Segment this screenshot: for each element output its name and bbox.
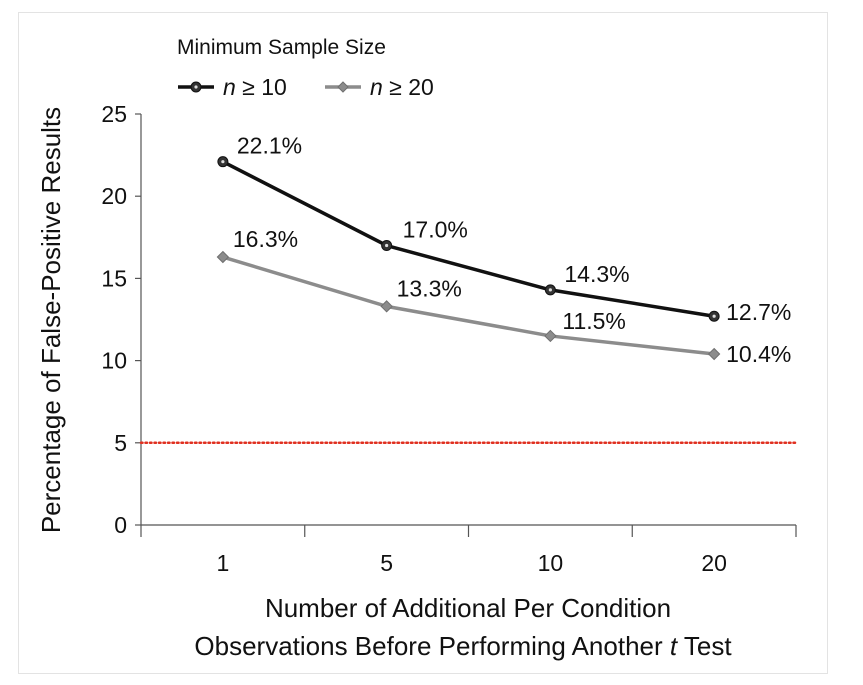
y-tick-label: 10: [101, 348, 127, 374]
x-tick-group: 1 5 10 20: [140, 525, 797, 576]
data-point-center: [548, 288, 552, 292]
y-tick-label: 15: [101, 265, 127, 291]
series-line-1: [222, 255, 715, 356]
data-label: 17.0%: [403, 217, 468, 243]
data-point: [380, 300, 393, 313]
legend-entry-n20: n ≥ 20: [325, 74, 434, 100]
x-tick-label: 1: [216, 550, 229, 576]
data-label: 16.3%: [233, 226, 298, 252]
y-tick-label: 0: [114, 512, 127, 538]
x-tick-label: 20: [701, 550, 727, 576]
legend-label-n10-italic: n: [223, 74, 236, 100]
data-point: [544, 329, 557, 343]
y-tick-group: 0 5 10 15 20 25: [101, 101, 141, 538]
data-label: 12.7%: [726, 299, 791, 325]
data-point-center: [221, 160, 225, 164]
legend-label-n20-rest: ≥ 20: [383, 74, 434, 100]
data-point-center: [385, 243, 389, 248]
x-tick-label: 5: [380, 550, 393, 576]
data-point: [707, 347, 721, 361]
y-tick-label: 20: [101, 183, 127, 209]
legend-label-n10: n ≥ 10: [223, 74, 287, 100]
x-axis-title-line2-text: Observations Before Performing Another: [194, 631, 663, 661]
legend: Minimum Sample Size n ≥ 10 n ≥ 20: [177, 36, 434, 100]
y-tick-label: 25: [101, 101, 127, 127]
legend-marker-n20: [337, 81, 349, 93]
legend-entry-n10: n ≥ 10: [178, 74, 287, 100]
data-label: 13.3%: [397, 275, 462, 301]
legend-marker-dot-n10: [194, 85, 198, 89]
legend-title: Minimum Sample Size: [177, 36, 386, 59]
data-label: 22.1%: [237, 133, 302, 159]
legend-label-n10-rest: ≥ 10: [236, 74, 287, 100]
chart-frame: [18, 12, 828, 674]
data-label-group: 22.1% 17.0% 14.3% 12.7% 16.3% 13.3% 11.5% 10.4%: [233, 133, 791, 367]
x-axis-title-line2: Observations Before Performing Another t…: [194, 631, 732, 661]
series-group: [216, 156, 721, 361]
x-axis-title-line1: Number of Additional Per Condition: [265, 593, 671, 623]
legend-label-n20-italic: n: [370, 74, 383, 100]
data-label: 11.5%: [562, 308, 626, 334]
data-point-center: [712, 314, 716, 318]
y-tick-label: 5: [114, 430, 127, 456]
x-axis-title-test: Test: [684, 631, 732, 661]
y-axis-title: Percentage of False-Positive Results: [36, 107, 66, 533]
data-label: 14.3%: [564, 261, 629, 287]
x-tick-label: 10: [538, 550, 564, 576]
data-label: 10.4%: [726, 341, 791, 367]
data-point: [216, 250, 230, 264]
x-axis-title-italic-t: t: [670, 631, 679, 661]
legend-label-n20: n ≥ 20: [370, 74, 434, 100]
series-line-0: [222, 160, 715, 318]
